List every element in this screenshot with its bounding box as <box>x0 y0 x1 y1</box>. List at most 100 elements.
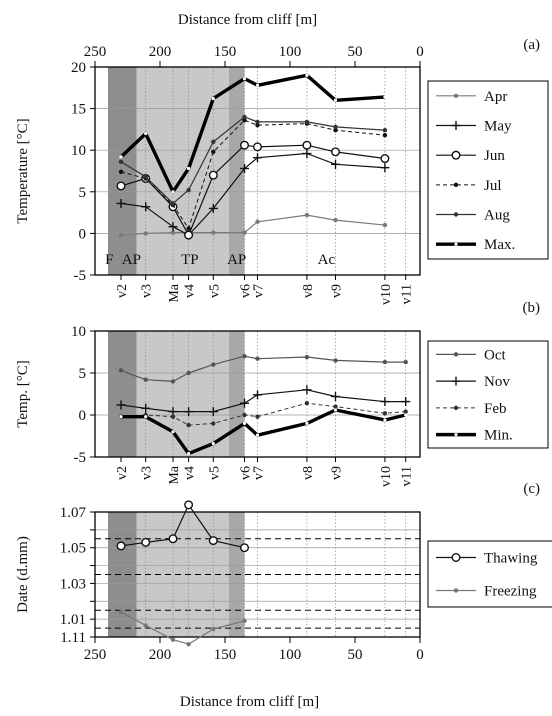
data-point <box>380 397 390 407</box>
legend-label: Jun <box>484 148 505 164</box>
data-point <box>383 418 387 422</box>
station-label: v4 <box>183 284 198 298</box>
legend-label: May <box>484 119 512 135</box>
legend-marker <box>454 433 458 437</box>
data-point <box>304 401 310 406</box>
station-label: v5 <box>207 466 222 480</box>
y-tick-label: 10 <box>71 324 86 340</box>
data-point <box>143 377 148 382</box>
data-point <box>403 359 408 365</box>
data-point <box>144 415 148 419</box>
data-point <box>242 354 247 359</box>
data-point <box>187 166 191 171</box>
station-label: v11 <box>400 466 415 486</box>
data-point <box>118 232 124 238</box>
series-jun <box>116 140 390 240</box>
y-tick-label: 1.07 <box>60 505 87 521</box>
series-min <box>119 408 408 456</box>
legend-marker <box>453 93 459 99</box>
data-point <box>380 163 390 173</box>
data-point <box>211 149 216 155</box>
top-axis-tick-label: 250 <box>84 44 107 60</box>
y-tick-label: -5 <box>74 450 87 466</box>
data-point <box>304 354 310 360</box>
data-point <box>118 609 124 615</box>
legend-marker <box>453 182 459 188</box>
data-point <box>186 641 191 647</box>
data-point <box>242 114 247 120</box>
data-point <box>144 131 148 136</box>
panel-c: 1.11 1.01 1.03 1.05 1.07 Date (d.mm) (c) Thawin… <box>15 481 552 647</box>
bottom-axis-tick-label: 200 <box>149 647 172 663</box>
y-tick-label: 20 <box>71 60 86 76</box>
data-point <box>208 203 218 213</box>
panel-label: (a) <box>523 37 540 53</box>
zone-shade <box>121 67 137 275</box>
zone-shade <box>136 331 229 457</box>
data-point <box>255 414 260 419</box>
zone-label: AP <box>227 252 246 268</box>
station-label: Ma <box>167 283 182 302</box>
top-axis-title: Distance from cliff [m] <box>178 12 317 28</box>
bottom-axis-title: Distance from cliff [m] <box>180 694 319 710</box>
data-point <box>382 128 388 133</box>
station-label: v3 <box>140 284 155 298</box>
data-point <box>401 397 411 407</box>
data-point <box>383 95 387 99</box>
station-label: v8 <box>301 284 316 298</box>
data-point <box>186 370 191 376</box>
series-line <box>120 119 385 229</box>
station-label: v9 <box>330 466 345 480</box>
data-point <box>242 618 247 624</box>
data-point <box>211 421 216 426</box>
legend-label: Jul <box>484 178 502 194</box>
bottom-axis-tick-label: 150 <box>214 647 237 663</box>
data-point <box>184 407 194 417</box>
series-freezing <box>118 609 247 647</box>
zone-label: TP <box>181 252 199 268</box>
data-point <box>304 212 310 218</box>
data-point <box>171 190 175 194</box>
y-axis-label: Temperature [°C] <box>15 118 31 223</box>
data-point <box>240 398 249 408</box>
zone-shade <box>228 331 245 457</box>
y-tick-label: 1.11 <box>60 630 86 646</box>
data-point <box>116 541 126 551</box>
top-axis-tick-label: 0 <box>416 44 424 60</box>
legend-marker <box>451 121 461 130</box>
data-point <box>255 219 260 224</box>
bottom-axis-tick-label: 0 <box>416 647 424 663</box>
data-point <box>305 421 309 425</box>
data-point <box>118 159 124 165</box>
data-point <box>255 356 260 361</box>
data-point <box>252 142 262 152</box>
zone-shade <box>136 512 229 637</box>
data-point <box>242 412 247 418</box>
data-point <box>208 407 218 417</box>
data-point <box>143 231 148 236</box>
zone-shade <box>228 67 245 275</box>
series-nov <box>116 385 411 417</box>
legend: Thawing Freezing <box>427 540 552 608</box>
legend-label: Oct <box>484 347 506 363</box>
data-point <box>253 153 262 163</box>
station-label: v7 <box>252 466 267 480</box>
y-tick-label: 0 <box>79 226 87 242</box>
data-point <box>331 392 340 402</box>
data-point <box>404 413 408 417</box>
series-jul <box>118 118 388 231</box>
data-point <box>208 536 218 546</box>
data-point <box>170 201 176 206</box>
data-point <box>168 222 178 232</box>
station-label: v11 <box>400 284 415 304</box>
data-point <box>242 77 247 81</box>
station-label: Ma <box>167 465 182 484</box>
legend-frame <box>427 80 549 260</box>
legend-marker <box>453 212 459 217</box>
y-tick-label: 0 <box>79 408 87 424</box>
data-point <box>242 118 247 123</box>
series-thawing <box>116 500 249 553</box>
data-point <box>382 359 388 365</box>
data-point <box>382 411 388 416</box>
legend-label: Freezing <box>484 584 537 600</box>
